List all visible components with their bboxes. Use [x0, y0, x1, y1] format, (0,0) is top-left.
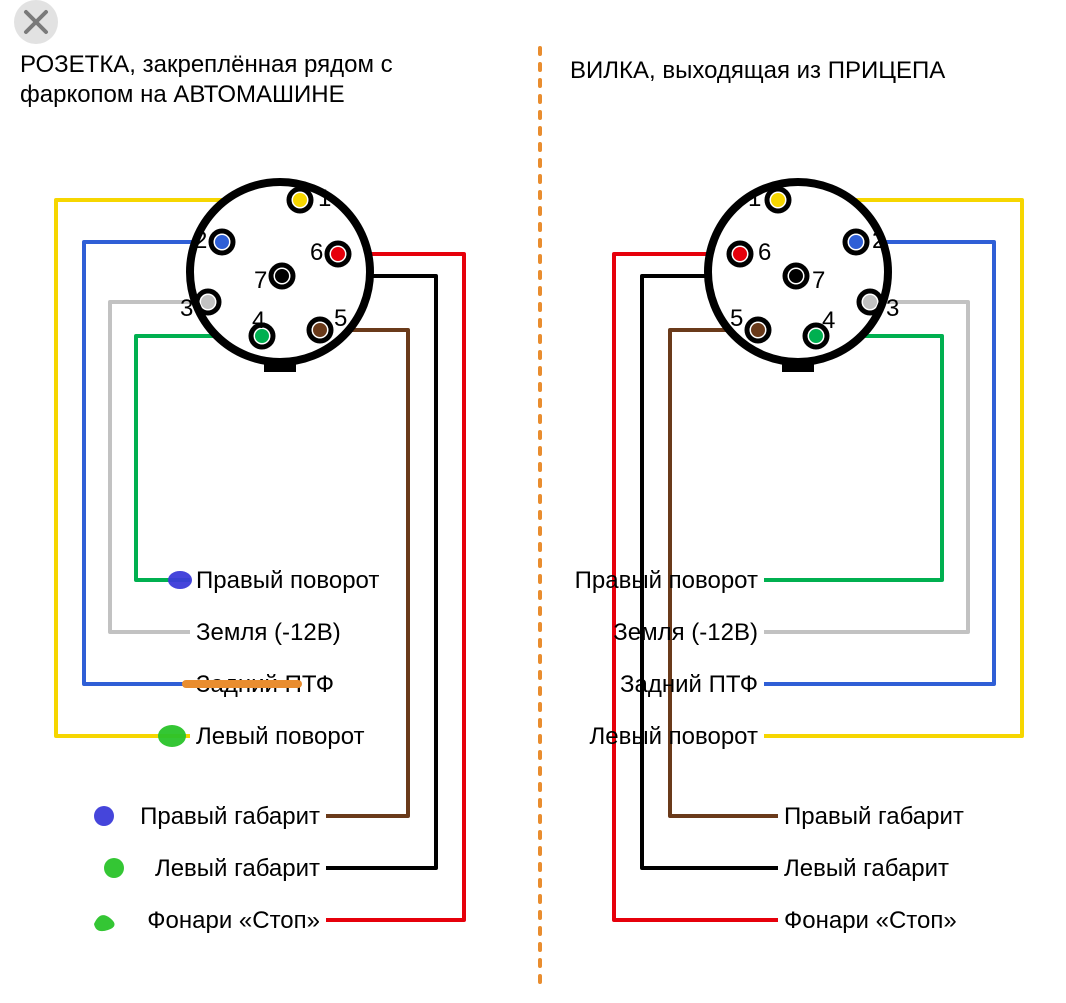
pin-2	[849, 235, 863, 249]
pin-4	[809, 329, 823, 343]
pin-label-2: 2	[872, 227, 885, 254]
pin-label-5: 5	[334, 305, 347, 332]
legend-label: Левый габарит	[155, 855, 320, 882]
legend-label: Правый поворот	[575, 567, 758, 594]
pin-label-6: 6	[758, 239, 771, 266]
legend-label: Земля (-12В)	[613, 619, 758, 646]
pin-label-3: 3	[886, 295, 899, 322]
annotation-dot	[94, 806, 114, 826]
pin-label-2: 2	[194, 227, 207, 254]
pin-3	[863, 295, 877, 309]
pin-label-1: 1	[318, 185, 331, 212]
connector-key	[264, 358, 296, 372]
close-icon[interactable]	[14, 0, 58, 44]
pin-label-6: 6	[310, 239, 323, 266]
pin-label-4: 4	[252, 307, 265, 334]
title-line-1: ВИЛКА, выходящая из ПРИЦЕПА	[570, 57, 945, 84]
legend-label: Левый поворот	[589, 723, 758, 750]
legend-label: Задний ПТФ	[620, 671, 758, 698]
legend-label: Земля (-12В)	[196, 619, 341, 646]
pin-label-7: 7	[254, 267, 267, 294]
pin-3	[201, 295, 215, 309]
pin-5	[751, 323, 765, 337]
pin-5	[313, 323, 327, 337]
pin-1	[771, 193, 785, 207]
pin-1	[293, 193, 307, 207]
pin-2	[215, 235, 229, 249]
pin-6	[331, 247, 345, 261]
legend-label: Правый поворот	[196, 567, 379, 594]
pin-label-7: 7	[812, 267, 825, 294]
legend-label: Левый поворот	[196, 723, 365, 750]
annotation-dot	[168, 571, 192, 589]
title-line-2: фаркопом на АВТОМАШИНЕ	[20, 81, 345, 108]
wiring-diagram: РОЗЕТКА, закреплённая рядом с фаркопом на…	[0, 0, 1066, 1003]
annotation-dot	[104, 858, 124, 878]
legend-label: Фонари «Стоп»	[147, 907, 320, 934]
legend-label: Правый габарит	[140, 803, 320, 830]
title-line-1: РОЗЕТКА, закреплённая рядом с	[20, 51, 393, 78]
pin-label-3: 3	[180, 295, 193, 322]
pin-7	[275, 269, 289, 283]
pin-label-5: 5	[730, 305, 743, 332]
connector-key	[782, 358, 814, 372]
pin-label-4: 4	[822, 307, 835, 334]
pin-7	[789, 269, 803, 283]
legend-label: Правый габарит	[784, 803, 964, 830]
pin-label-1: 1	[748, 185, 761, 212]
legend-label: Фонари «Стоп»	[784, 907, 957, 934]
legend-label: Левый габарит	[784, 855, 949, 882]
annotation-dot	[158, 725, 186, 747]
pin-6	[733, 247, 747, 261]
